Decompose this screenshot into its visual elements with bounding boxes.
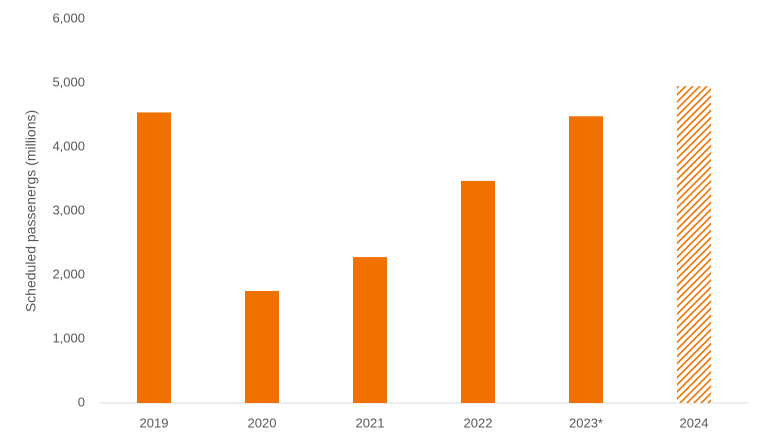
y-tick-label: 6,000 bbox=[52, 10, 85, 25]
y-tick-label: 5,000 bbox=[52, 74, 85, 89]
bar bbox=[677, 86, 711, 403]
y-tick-label: 0 bbox=[78, 394, 85, 409]
x-tick-label: 2023* bbox=[569, 415, 603, 430]
x-tick-label: 2022 bbox=[464, 415, 493, 430]
y-tick-label: 1,000 bbox=[52, 330, 85, 345]
x-tick-label: 2019 bbox=[140, 415, 169, 430]
bar bbox=[461, 180, 495, 403]
y-tick-label: 2,000 bbox=[52, 266, 85, 281]
x-tick-label: 2024 bbox=[680, 415, 709, 430]
y-tick-label: 4,000 bbox=[52, 138, 85, 153]
y-axis-label: Scheduled passenergs (millions) bbox=[23, 110, 39, 312]
bar bbox=[569, 116, 603, 403]
bar bbox=[137, 112, 171, 403]
bar bbox=[353, 257, 387, 403]
y-tick-label: 3,000 bbox=[52, 202, 85, 217]
x-tick-label: 2021 bbox=[356, 415, 385, 430]
x-tick-label: 2020 bbox=[248, 415, 277, 430]
bar bbox=[245, 291, 279, 403]
